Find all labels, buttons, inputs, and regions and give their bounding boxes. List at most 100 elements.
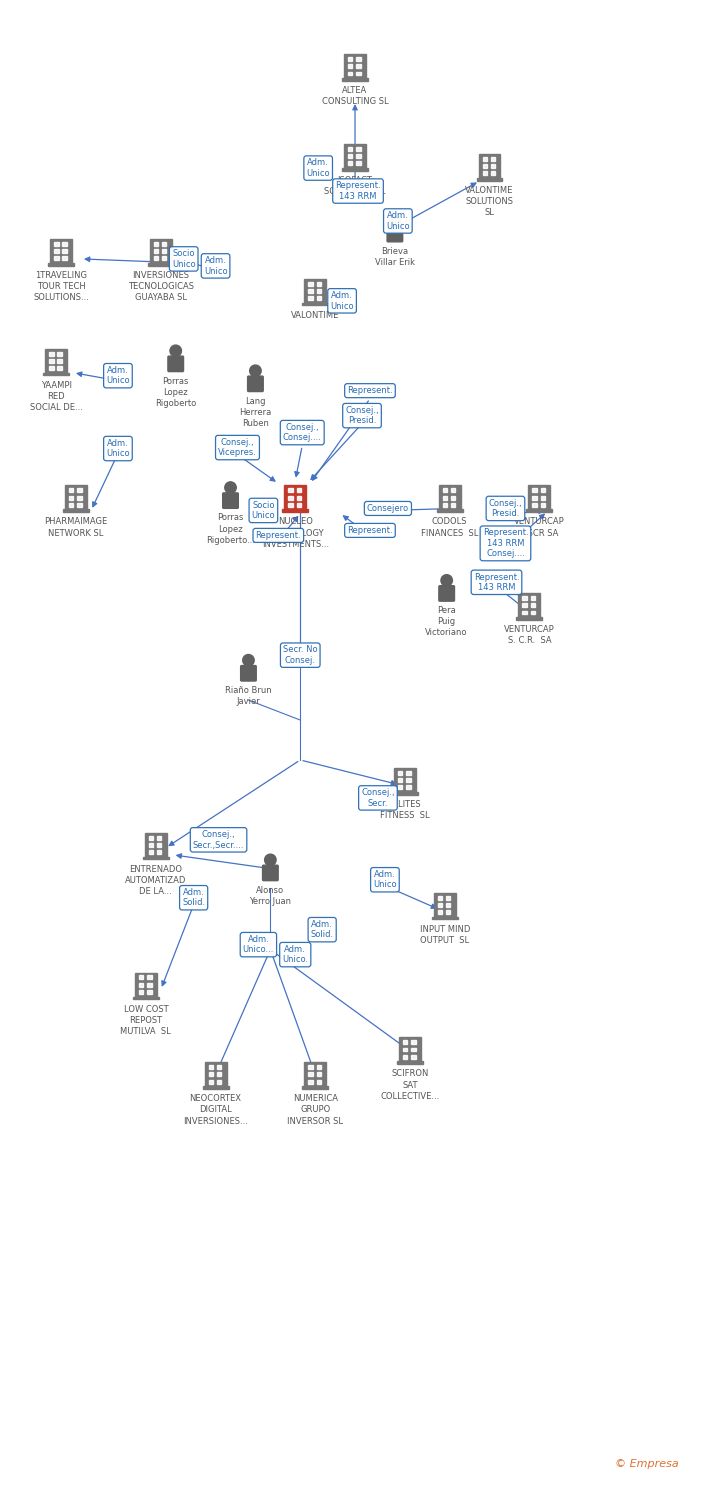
FancyBboxPatch shape (54, 242, 58, 246)
FancyBboxPatch shape (392, 792, 418, 795)
FancyBboxPatch shape (304, 1062, 326, 1086)
Text: PHARMAIMAGE
NETWORK SL: PHARMAIMAGE NETWORK SL (44, 518, 108, 537)
FancyBboxPatch shape (63, 249, 67, 254)
FancyBboxPatch shape (317, 290, 321, 292)
Text: ENTRENADO
AUTOMATIZAD
DE LA...: ENTRENADO AUTOMATIZAD DE LA... (125, 865, 186, 895)
FancyBboxPatch shape (217, 1065, 221, 1070)
FancyBboxPatch shape (491, 158, 495, 160)
FancyBboxPatch shape (308, 282, 312, 285)
FancyBboxPatch shape (317, 1080, 321, 1083)
Text: YAAMPI
RED
SOCIAL DE...: YAAMPI RED SOCIAL DE... (30, 381, 82, 412)
FancyBboxPatch shape (50, 358, 54, 363)
FancyBboxPatch shape (154, 256, 158, 259)
FancyBboxPatch shape (147, 982, 151, 987)
Text: Represent.
143 RRM: Represent. 143 RRM (474, 573, 519, 592)
FancyBboxPatch shape (451, 503, 456, 507)
FancyBboxPatch shape (532, 495, 537, 500)
FancyBboxPatch shape (208, 1065, 213, 1070)
Text: CODOLS
FINANCES  SL: CODOLS FINANCES SL (421, 518, 478, 537)
Text: Lang
Herrera
Ruben: Lang Herrera Ruben (240, 396, 272, 427)
FancyBboxPatch shape (308, 290, 312, 292)
FancyBboxPatch shape (308, 1080, 312, 1083)
Text: Consej.,
Consej....: Consej., Consej.... (282, 423, 322, 442)
FancyBboxPatch shape (50, 366, 54, 370)
Text: Pera
Puig
Victoriano: Pera Puig Victoriano (425, 606, 468, 638)
FancyBboxPatch shape (157, 850, 162, 853)
Circle shape (242, 654, 254, 666)
FancyBboxPatch shape (411, 1054, 416, 1059)
FancyBboxPatch shape (50, 351, 54, 355)
FancyBboxPatch shape (443, 489, 447, 492)
FancyBboxPatch shape (149, 836, 153, 840)
FancyBboxPatch shape (348, 162, 352, 165)
FancyBboxPatch shape (65, 486, 87, 510)
Text: VELITES
FITNESS  SL: VELITES FITNESS SL (380, 800, 430, 820)
FancyBboxPatch shape (263, 865, 278, 880)
FancyBboxPatch shape (438, 910, 442, 914)
FancyBboxPatch shape (162, 242, 167, 246)
FancyBboxPatch shape (342, 168, 368, 171)
FancyBboxPatch shape (135, 972, 157, 996)
FancyBboxPatch shape (344, 54, 366, 78)
FancyBboxPatch shape (356, 162, 361, 165)
FancyBboxPatch shape (241, 666, 256, 681)
FancyBboxPatch shape (411, 1041, 416, 1044)
FancyBboxPatch shape (282, 510, 308, 512)
FancyBboxPatch shape (58, 351, 62, 355)
FancyBboxPatch shape (149, 843, 153, 848)
FancyBboxPatch shape (403, 1041, 407, 1044)
FancyBboxPatch shape (397, 784, 402, 789)
FancyBboxPatch shape (317, 296, 321, 300)
FancyBboxPatch shape (483, 164, 487, 168)
FancyBboxPatch shape (356, 72, 361, 75)
Circle shape (389, 216, 400, 226)
FancyBboxPatch shape (403, 1047, 407, 1052)
FancyBboxPatch shape (439, 486, 461, 510)
FancyBboxPatch shape (317, 1065, 321, 1070)
FancyBboxPatch shape (168, 356, 183, 372)
FancyBboxPatch shape (443, 495, 447, 500)
FancyBboxPatch shape (356, 147, 361, 152)
FancyBboxPatch shape (531, 603, 535, 608)
Text: Porras
Lopez
Rigoberto: Porras Lopez Rigoberto (155, 376, 197, 408)
FancyBboxPatch shape (69, 495, 74, 500)
Text: Represent.: Represent. (256, 531, 301, 540)
FancyBboxPatch shape (483, 171, 487, 176)
FancyBboxPatch shape (397, 771, 402, 776)
FancyBboxPatch shape (147, 990, 151, 994)
FancyBboxPatch shape (529, 486, 550, 510)
FancyBboxPatch shape (344, 144, 366, 168)
FancyBboxPatch shape (523, 596, 527, 600)
Circle shape (264, 853, 276, 865)
Circle shape (250, 364, 261, 376)
FancyBboxPatch shape (446, 903, 451, 906)
Text: INVERSIONES
TECNOLOGICAS
GUAYABA SL: INVERSIONES TECNOLOGICAS GUAYABA SL (128, 272, 194, 302)
Text: Alonso
Yerro Juan: Alonso Yerro Juan (250, 885, 291, 906)
FancyBboxPatch shape (406, 778, 411, 782)
FancyBboxPatch shape (434, 892, 456, 916)
FancyBboxPatch shape (69, 503, 74, 507)
Text: Consej.,
Presid.: Consej., Presid. (345, 406, 379, 426)
FancyBboxPatch shape (147, 975, 151, 980)
FancyBboxPatch shape (296, 503, 301, 507)
Text: Socio
Unico: Socio Unico (172, 249, 196, 268)
FancyBboxPatch shape (541, 503, 545, 507)
FancyBboxPatch shape (446, 910, 451, 914)
Text: Secr. No
Consej.: Secr. No Consej. (283, 645, 317, 664)
FancyBboxPatch shape (48, 262, 74, 266)
Text: VENTURCAP
S. C.R.  SA: VENTURCAP S. C.R. SA (504, 626, 555, 645)
FancyBboxPatch shape (348, 64, 352, 69)
FancyBboxPatch shape (411, 1047, 416, 1052)
FancyBboxPatch shape (302, 1086, 328, 1089)
FancyBboxPatch shape (296, 489, 301, 492)
FancyBboxPatch shape (162, 249, 167, 254)
FancyBboxPatch shape (139, 982, 143, 987)
Text: Porras
Lopez
Rigoberto...: Porras Lopez Rigoberto... (206, 513, 255, 544)
FancyBboxPatch shape (406, 784, 411, 789)
FancyBboxPatch shape (394, 768, 416, 792)
FancyBboxPatch shape (248, 376, 264, 392)
Text: Consej.,
Vicepres.: Consej., Vicepres. (218, 438, 257, 458)
Text: Adm.
Unico: Adm. Unico (331, 291, 354, 310)
FancyBboxPatch shape (139, 975, 143, 980)
FancyBboxPatch shape (54, 249, 58, 254)
